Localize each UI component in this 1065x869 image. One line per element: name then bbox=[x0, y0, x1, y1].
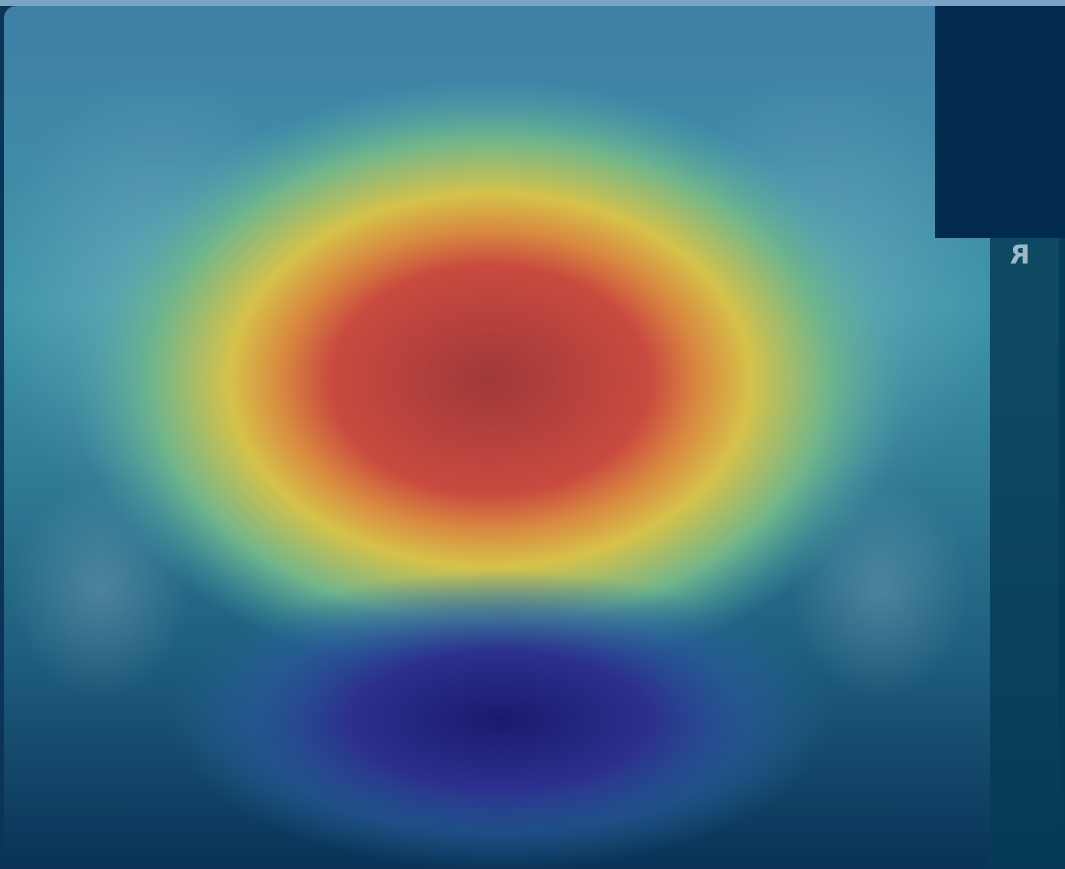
side-marker: R bbox=[1010, 241, 1030, 271]
corner-block bbox=[935, 0, 1065, 238]
right-strip bbox=[990, 238, 1065, 869]
top-edge bbox=[0, 0, 1065, 6]
heatmap-cool bbox=[170, 570, 830, 869]
heatmap-hot bbox=[70, 80, 910, 680]
